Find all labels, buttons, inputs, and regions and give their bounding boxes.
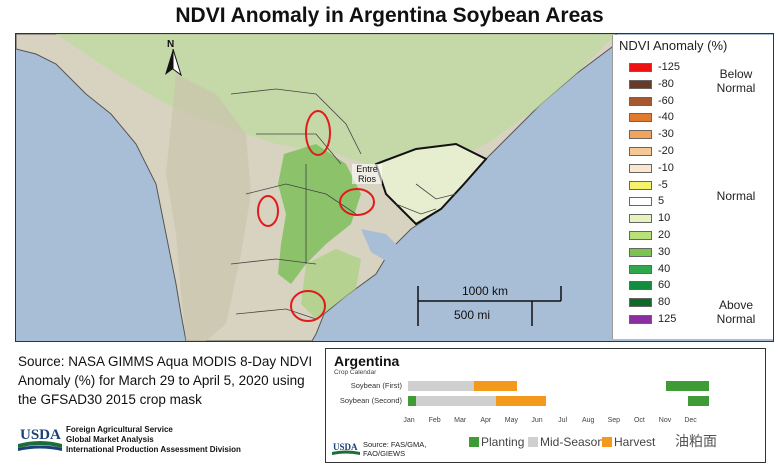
legend-label: -125 <box>658 61 681 73</box>
month-label: Sep <box>607 417 621 424</box>
calendar-subtitle: Crop Calendar <box>334 369 377 376</box>
legend-swatch <box>629 147 652 156</box>
legend-swatch <box>629 247 652 257</box>
entre-rios-label: Entre Rios <box>352 164 382 184</box>
key-planting-swatch <box>469 437 479 447</box>
southern-brazil <box>374 142 488 226</box>
legend-label: -40 <box>658 111 674 124</box>
key-mid-swatch <box>528 437 538 447</box>
usda-line-1: Foreign Agricultural Service <box>66 425 173 434</box>
month-label: Aug <box>581 417 595 424</box>
map-title: NDVI Anomaly in Argentina Soybean Areas <box>175 4 604 27</box>
bar-second-mid <box>416 396 496 406</box>
month-label: Oct <box>633 417 645 424</box>
legend: NDVI Anomaly (%) -125 -80 -60 -40 -30 -20 -10 -… <box>612 35 773 339</box>
usda-small-logo-text: USDA <box>333 442 358 452</box>
legend-below-normal: Below Normal <box>716 67 756 95</box>
month-label: Apr <box>480 417 492 424</box>
legend-swatch <box>629 130 652 140</box>
legend-label: -30 <box>658 128 674 141</box>
north-label: N <box>167 39 175 50</box>
legend-swatch <box>629 214 652 224</box>
legend-swatch <box>629 315 652 324</box>
crop-label-second: Soybean (Second) <box>339 396 402 405</box>
rio-de-la-plata <box>361 229 401 264</box>
month-label: May <box>504 417 518 424</box>
soybean-belt-south <box>301 249 361 319</box>
legend-label: -80 <box>658 77 674 90</box>
legend-normal: Normal <box>716 189 756 203</box>
calendar-title: Argentina <box>334 353 400 369</box>
scale-mi-label: 500 mi <box>454 308 491 322</box>
crop-label-first: Soybean (First) <box>350 381 402 390</box>
month-label: Mar <box>454 417 467 424</box>
usda-text: Foreign Agricultural Service Global Mark… <box>66 425 241 455</box>
legend-label: -20 <box>658 145 674 157</box>
bar-second-planting-dec <box>688 396 709 406</box>
legend-label: 30 <box>658 245 671 258</box>
bar-first-mid <box>408 381 474 391</box>
legend-label: 40 <box>658 262 671 275</box>
legend-swatch <box>629 231 652 240</box>
key-harvest-label: Harvest <box>614 435 656 449</box>
bar-first-planting <box>666 381 709 391</box>
legend-swatch <box>629 96 652 106</box>
legend-label: -60 <box>658 94 674 107</box>
legend-label: 10 <box>658 212 671 225</box>
scale-km-label: 1000 km <box>462 284 509 298</box>
month-label: Dec <box>684 417 697 424</box>
legend-swatch <box>629 113 652 123</box>
scale-bar <box>417 286 562 326</box>
source-text: Source: NASA GIMMS Aqua MODIS 8-Day NDVI… <box>18 354 313 407</box>
vegetation-north <box>56 34 616 174</box>
legend-swatch <box>629 281 652 291</box>
legend-label: -5 <box>658 178 668 191</box>
legend-swatch <box>629 264 652 274</box>
highlight-circles <box>257 110 375 322</box>
legend-swatch <box>629 79 652 89</box>
legend-label: 60 <box>658 279 671 292</box>
month-label: Jan <box>403 417 415 424</box>
key-planting-label: Planting <box>481 435 525 449</box>
key-mid-label: Mid-Season <box>540 435 605 449</box>
legend-label: 5 <box>658 195 665 208</box>
month-label: Jul <box>558 417 568 424</box>
watermark: 油粕面 <box>675 433 717 449</box>
calendar-source: Source: FAS/GMA, FAO/GIEWS <box>363 440 427 458</box>
map-canvas <box>16 34 617 341</box>
ndvi-map: N Entre Rios 1000 km 500 mi NDVI Anomaly… <box>15 33 774 342</box>
usda-block: USDA Foreign Agricultural Service Global… <box>18 424 318 464</box>
month-label: Jun <box>531 417 543 424</box>
bar-second-harvest <box>496 396 546 406</box>
month-label: Nov <box>658 417 672 424</box>
usda-logo-text: USDA <box>20 427 61 443</box>
key-harvest-swatch <box>602 437 612 447</box>
legend-title: NDVI Anomaly (%) <box>619 38 728 53</box>
north-arrow: N <box>163 39 183 79</box>
usda-small-logo: USDA <box>332 442 360 455</box>
legend-swatch <box>629 63 652 72</box>
usda-logo: USDA <box>18 427 62 451</box>
month-label: Feb <box>428 417 441 424</box>
legend-label: 125 <box>658 313 677 325</box>
legend-above-normal: Above Normal <box>716 298 756 326</box>
legend-swatch <box>629 298 652 308</box>
legend-swatch <box>629 163 652 173</box>
legend-label: -10 <box>658 161 674 174</box>
crop-calendar: Argentina Crop Calendar Soybean (First) … <box>325 348 766 463</box>
legend-swatch <box>629 197 652 207</box>
legend-swatch <box>629 180 652 190</box>
bar-second-planting <box>408 396 416 406</box>
andes <box>166 74 251 341</box>
usda-line-3: International Production Assessment Divi… <box>66 445 241 454</box>
legend-label: 20 <box>658 229 671 241</box>
north-arrow-icon <box>165 49 182 77</box>
legend-label: 80 <box>658 296 671 309</box>
soybean-belt <box>278 144 361 284</box>
usda-line-2: Global Market Analysis <box>66 435 154 444</box>
bar-first-harvest <box>474 381 517 391</box>
